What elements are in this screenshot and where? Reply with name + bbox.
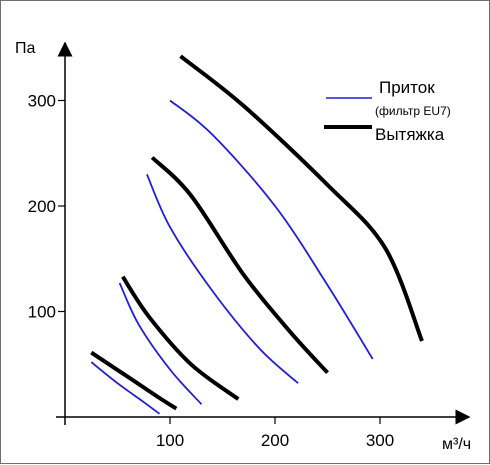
exhaust-curve-8 [179, 54, 424, 342]
exhaust-curve-7 [150, 156, 329, 375]
y-tick-label: 300 [28, 92, 56, 111]
supply-curve-2 [118, 282, 203, 405]
legend-label-exhaust: Вытяжка [375, 125, 445, 144]
supply-curve-1 [90, 361, 161, 415]
y-tick-label: 100 [28, 303, 56, 322]
x-tick-label: 300 [366, 431, 394, 450]
exhaust-curve-6 [121, 275, 240, 401]
supply-curve-3 [146, 174, 299, 384]
x-axis-label: м³/ч [442, 436, 471, 453]
exhaust-curve-5 [90, 350, 178, 411]
x-tick-label: 100 [156, 431, 184, 450]
y-tick-label: 200 [28, 197, 56, 216]
legend: Приток (фильтр EU7) Вытяжка [324, 78, 451, 144]
legend-label-supply: Приток [379, 78, 435, 97]
y-axis-label: Па [15, 40, 36, 57]
legend-note-supply: (фильтр EU7) [375, 104, 451, 118]
x-tick-label: 200 [261, 431, 289, 450]
supply-curve-4 [169, 99, 374, 360]
